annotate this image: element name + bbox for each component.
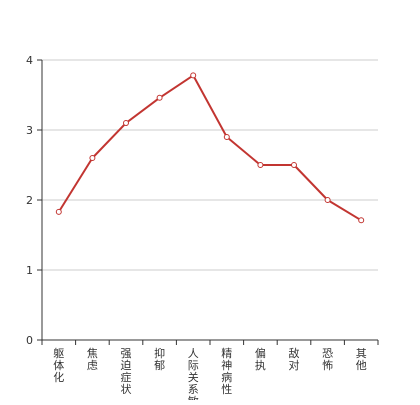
y-tick-label: 1 [26, 264, 33, 277]
series-line [57, 74, 362, 222]
data-point[interactable] [190, 72, 197, 79]
y-tick-label: 3 [26, 124, 33, 137]
data-point[interactable] [223, 134, 230, 140]
x-category-label: 人际关系敏感 [188, 347, 199, 400]
y-tick-label: 4 [26, 54, 33, 67]
x-category-label: 精神病性 [221, 347, 232, 396]
x-category-label: 恐怖 [322, 347, 333, 372]
x-category-label: 其他 [356, 347, 367, 372]
x-category-label: 焦虑 [87, 347, 98, 372]
data-point[interactable] [324, 197, 331, 203]
x-category-label: 躯体化 [53, 347, 64, 384]
data-point[interactable] [55, 208, 62, 215]
x-category-label: 偏执 [255, 346, 266, 372]
series [55, 72, 365, 224]
grid-lines [42, 59, 378, 271]
axes [37, 59, 379, 345]
data-point[interactable] [89, 155, 96, 161]
data-point[interactable] [358, 217, 365, 224]
data-point[interactable] [123, 120, 129, 126]
y-tick-label: 2 [26, 194, 33, 207]
y-tick-label: 0 [26, 334, 33, 347]
data-point[interactable] [291, 162, 297, 168]
x-category-label: 抑郁 [154, 346, 165, 372]
data-point[interactable] [257, 162, 264, 168]
data-point[interactable] [156, 94, 163, 101]
x-category-label: 敌对 [289, 346, 300, 372]
x-category-label: 强迫症状 [121, 347, 132, 396]
